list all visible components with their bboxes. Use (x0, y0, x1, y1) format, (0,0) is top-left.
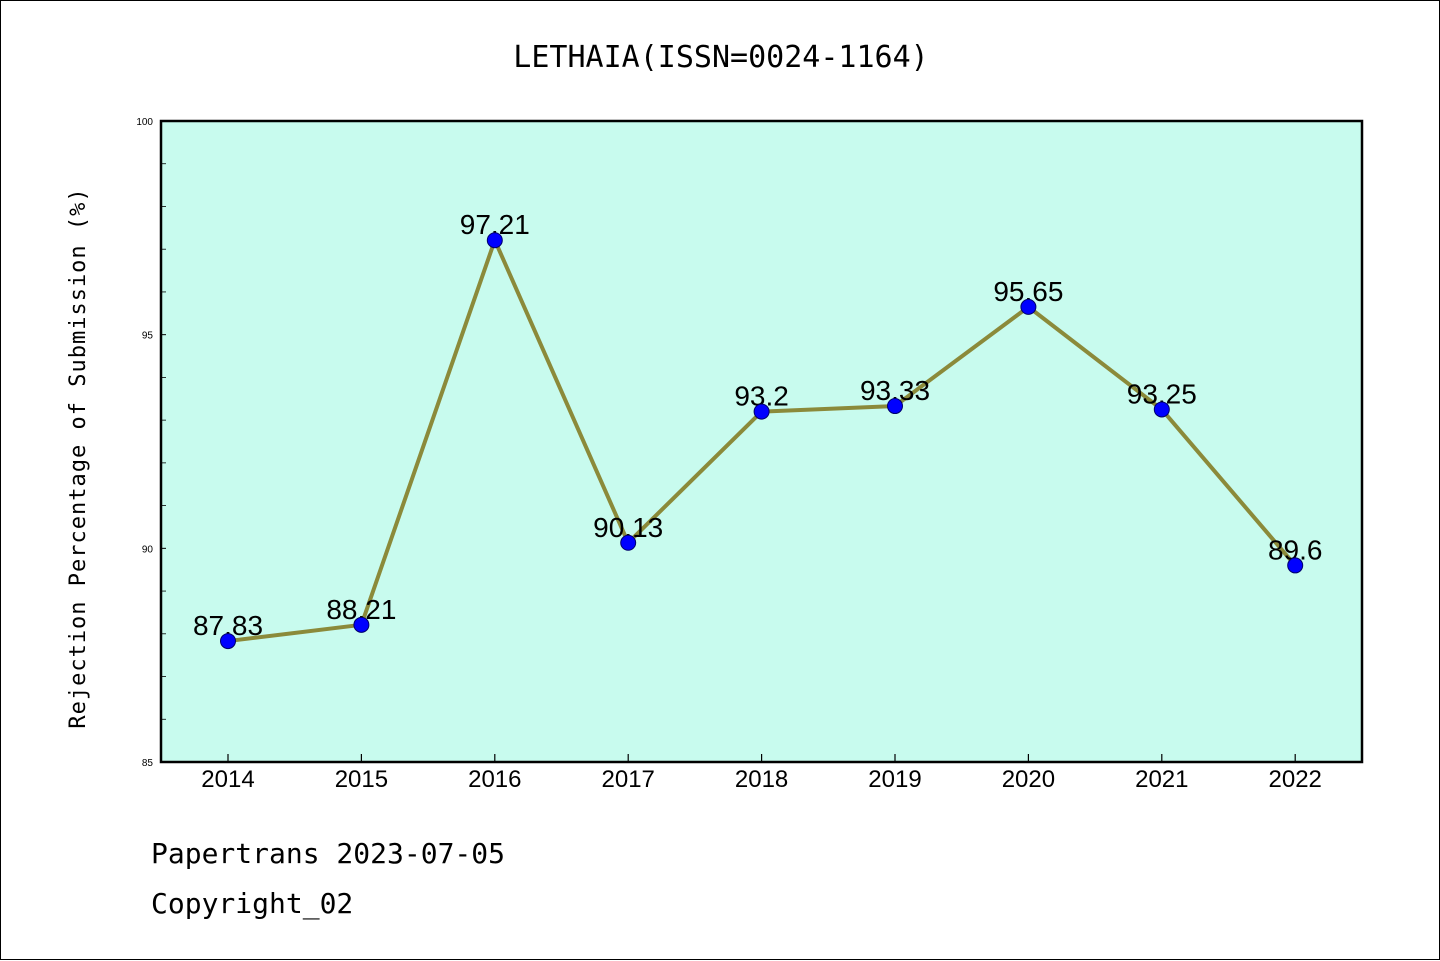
axis-ticks: 85 90 95 100 2014 2015 2016 2017 2018 2019 2020 202… (136, 117, 1322, 793)
chart-title: LETHAIA(ISSN=0024-1164) (513, 40, 928, 75)
data-point (1020, 298, 1037, 315)
x-tick-label: 2017 (602, 766, 655, 793)
plot-area (161, 121, 1362, 762)
x-tick-label: 2022 (1269, 766, 1322, 793)
footer-publisher-date: Papertrans 2023-07-05 (151, 837, 506, 870)
data-point (1287, 557, 1304, 574)
data-markers (220, 232, 1304, 650)
data-point (620, 534, 637, 551)
data-point (887, 398, 903, 415)
data-point (753, 403, 770, 420)
y-tick-label: 95 (142, 331, 154, 342)
data-point (353, 616, 370, 633)
data-point (486, 232, 503, 249)
x-tick-label: 2020 (1002, 766, 1055, 793)
data-point (1153, 401, 1170, 418)
x-tick-label: 2018 (735, 766, 788, 793)
y-axis-label: Rejection Percentage of Submission (%) (66, 187, 91, 728)
data-point (220, 633, 236, 650)
plot-border (159, 119, 1364, 764)
x-tick-label: 2021 (1135, 766, 1188, 793)
x-tick-label: 2014 (201, 766, 254, 793)
footer-copyright: Copyright_02 (151, 887, 354, 920)
y-tick-label: 100 (136, 117, 153, 128)
y-tick-label: 85 (142, 758, 154, 769)
y-tick-label: 90 (142, 544, 154, 555)
x-tick-label: 2019 (868, 766, 921, 793)
x-tick-label: 2015 (335, 766, 388, 793)
x-tick-label: 2016 (468, 766, 521, 793)
